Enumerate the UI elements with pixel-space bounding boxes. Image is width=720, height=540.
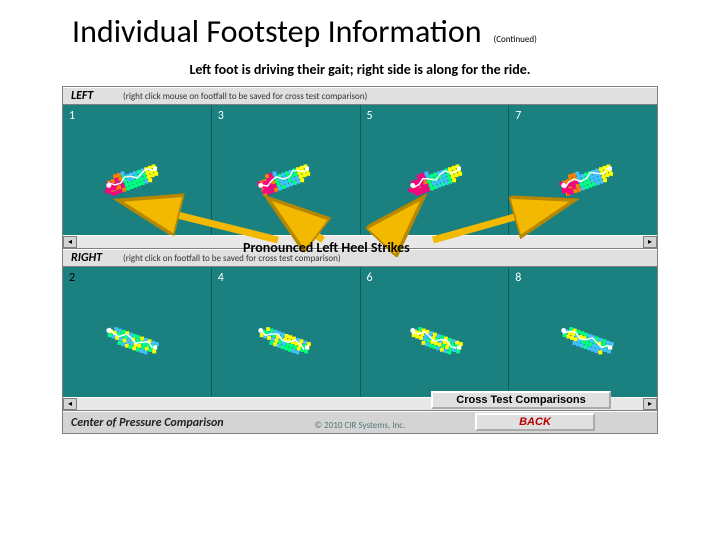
right-step-panel[interactable]: 8 — [509, 267, 657, 397]
subtitle: Left foot is driving their gait; right s… — [0, 61, 720, 78]
right-step-panel[interactable]: 6 — [361, 267, 510, 397]
cross-test-button[interactable]: Cross Test Comparisons — [431, 391, 611, 409]
app-window: LEFT (right click mouse on footfall to b… — [62, 86, 658, 434]
page-title: Individual Footstep Information — [72, 12, 482, 51]
bottom-bar: Center of Pressure Comparison © 2010 CIR… — [63, 411, 657, 433]
scroll-right-icon[interactable]: ▸ — [643, 398, 657, 410]
right-step-panel[interactable]: 4 — [212, 267, 361, 397]
annotation-arrows — [63, 87, 663, 257]
back-button[interactable]: BACK — [475, 413, 595, 431]
right-panel-row: 2468 — [63, 267, 657, 397]
right-step-panel[interactable]: 2 — [63, 267, 212, 397]
heel-strike-annotation: Pronounced Left Heel Strikes — [243, 239, 410, 256]
continued-label: (Continued) — [494, 34, 537, 45]
scroll-left-icon[interactable]: ◂ — [63, 398, 77, 410]
copyright: © 2010 CIR Systems, Inc. — [315, 420, 406, 431]
